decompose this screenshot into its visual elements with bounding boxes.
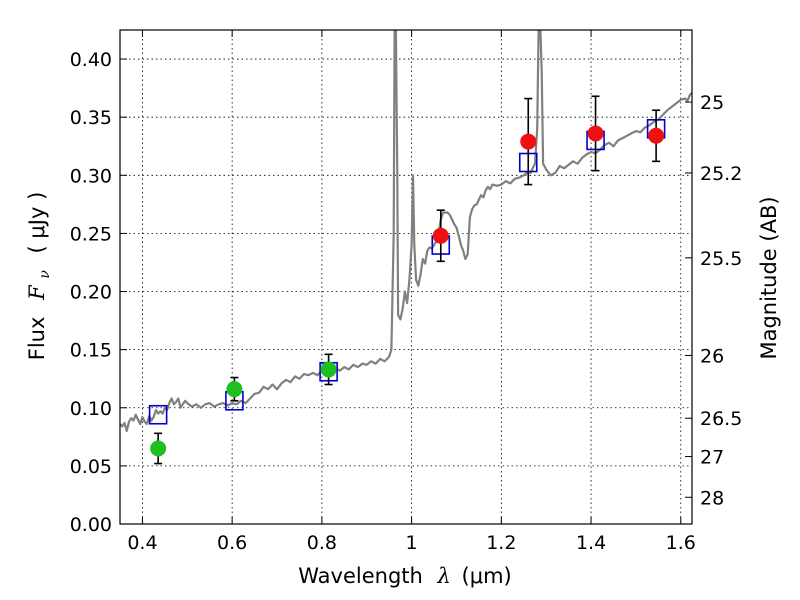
y-tick-label: 0.15 <box>70 340 112 362</box>
spectrum-line <box>120 30 692 433</box>
x-tick-label: 1 <box>406 532 418 554</box>
observed-flux-point <box>226 381 243 398</box>
x-tick-label: 1.2 <box>486 532 516 554</box>
data-points <box>148 95 666 465</box>
observed-flux-point <box>432 227 449 244</box>
x-tick-label: 1.4 <box>576 532 606 554</box>
y-tick-label: 0.05 <box>70 456 112 478</box>
x-tick-label: 1.6 <box>666 532 696 554</box>
y-axis-label: Flux <box>25 317 49 361</box>
x-axis-label: Wavelength <box>298 564 423 588</box>
axis-ticks: 0.4 0.6 0.8 1 1.2 1.4 1.6 0.00 0.05 0.10 0.15 0.20 0… <box>70 30 742 554</box>
y-tick-label: 0.25 <box>70 223 112 245</box>
y2-tick-label: 26 <box>700 345 724 367</box>
observed-flux-point <box>520 133 537 150</box>
x-tick-label: 0.6 <box>217 532 247 554</box>
observed-flux-point <box>150 440 167 457</box>
x-tick-label: 0.8 <box>307 532 337 554</box>
y-axis-symbol-sub: ν <box>37 270 53 279</box>
spectrum <box>120 30 692 433</box>
y-tick-label: 0.35 <box>70 107 112 129</box>
grid <box>120 30 692 525</box>
x-tick-label: 0.4 <box>127 532 157 554</box>
y-axis-unit: ( μJy ) <box>25 192 49 254</box>
y2-axis-title: Magnitude (AB) <box>757 196 781 359</box>
y-tick-label: 0.00 <box>70 514 112 536</box>
y-tick-label: 0.10 <box>70 398 112 420</box>
y-axis-title: Flux F ν ( μJy ) <box>25 192 54 361</box>
model-flux-square <box>148 404 168 425</box>
observed-flux-point <box>320 361 337 378</box>
y-tick-label: 0.20 <box>70 282 112 304</box>
plot-frame <box>119 29 693 525</box>
y2-tick-label: 25 <box>700 92 724 114</box>
y2-tick-label: 25.2 <box>700 163 742 185</box>
x-axis-title: Wavelength λ (μm) <box>298 564 511 588</box>
y2-tick-label: 26.5 <box>700 408 742 430</box>
y2-tick-label: 25.5 <box>700 248 742 270</box>
y2-tick-label: 27 <box>700 447 724 469</box>
observed-flux-point <box>587 125 604 142</box>
y-tick-label: 0.30 <box>70 165 112 187</box>
y-axis-symbol: F <box>25 284 49 301</box>
observed-flux-point <box>648 127 665 144</box>
x-axis-unit: (μm) <box>462 564 512 588</box>
y-tick-label: 0.40 <box>70 49 112 71</box>
y2-tick-label: 28 <box>700 487 724 509</box>
x-axis-symbol: λ <box>437 564 451 588</box>
